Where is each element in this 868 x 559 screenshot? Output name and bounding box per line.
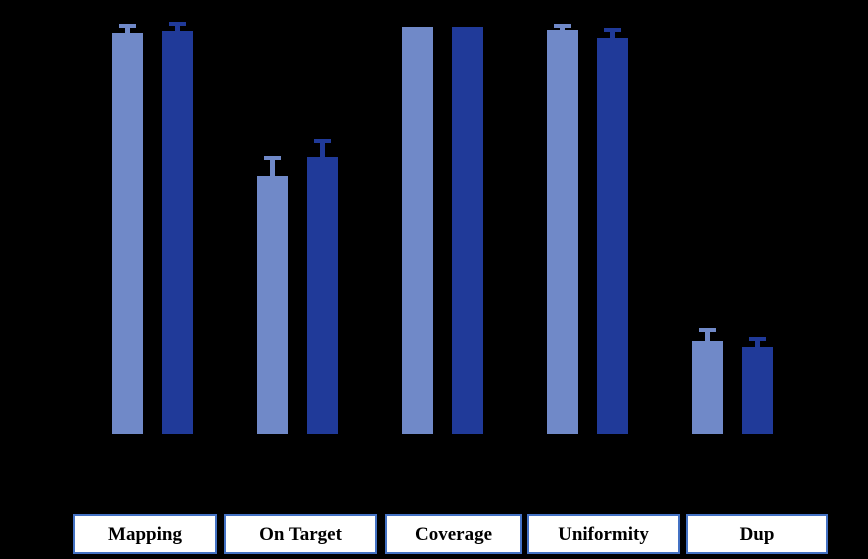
error-bar-cap [314, 139, 331, 144]
bar-light-blue-series-on-target [257, 175, 288, 434]
category-label-box-coverage: Coverage [385, 514, 522, 554]
error-bar-cap [264, 155, 281, 160]
error-bar-stem [320, 143, 325, 157]
bar-dark-blue-series-on-target [307, 156, 338, 434]
error-bar-cap [119, 23, 136, 28]
error-bar-cap [554, 23, 571, 28]
category-label: Mapping [108, 523, 182, 545]
error-bar-stem [560, 27, 565, 30]
bar-dark-blue-series-dup [742, 347, 773, 434]
category-label: Coverage [414, 523, 493, 545]
error-bar-cap [604, 27, 621, 32]
error-bar-cap [169, 22, 186, 27]
bar-light-blue-series-uniformity [547, 29, 578, 434]
error-bar-stem [125, 27, 130, 34]
bar-dark-blue-series-uniformity [597, 37, 628, 434]
bar-dark-blue-series-mapping [162, 31, 193, 434]
error-bar-stem [705, 332, 710, 341]
category-label-box-mapping: Mapping [73, 514, 217, 554]
category-label-box-uniformity: Uniformity [527, 514, 680, 554]
error-bar-stem [270, 159, 275, 176]
error-bar-cap [749, 336, 766, 341]
category-label: On Target [259, 523, 342, 545]
bar-dark-blue-series-coverage [452, 27, 483, 434]
bar-light-blue-series-coverage [402, 27, 433, 434]
category-label: Dup [739, 523, 775, 545]
category-label-box-dup: Dup [686, 514, 828, 554]
error-bar-cap [699, 328, 716, 333]
error-bar-stem [610, 31, 615, 38]
bar-light-blue-series-mapping [112, 33, 143, 434]
category-label-box-on-target: On Target [224, 514, 377, 554]
error-bar-stem [175, 26, 180, 32]
category-label: Uniformity [558, 523, 649, 545]
error-bar-stem [755, 340, 760, 348]
bar-light-blue-series-dup [692, 340, 723, 434]
